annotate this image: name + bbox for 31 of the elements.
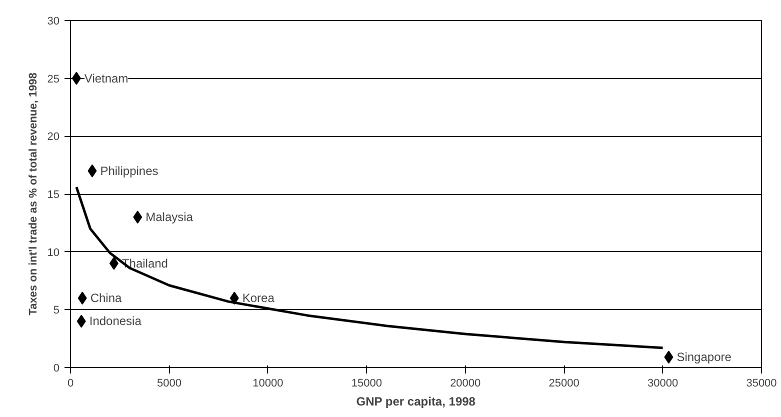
point bbox=[78, 292, 87, 305]
y-tick-label: 25 bbox=[47, 73, 60, 86]
y-tick-label: 5 bbox=[53, 304, 60, 317]
annotation: Philippines bbox=[100, 164, 158, 178]
x-tick-label: 5000 bbox=[156, 378, 182, 390]
annotation: Korea bbox=[242, 291, 275, 306]
point bbox=[72, 72, 81, 85]
annotation: Singapore bbox=[676, 350, 732, 364]
y-tick-label: 10 bbox=[47, 246, 60, 259]
x-tick-label: 0 bbox=[67, 378, 74, 390]
annotation: Indonesia bbox=[89, 314, 142, 328]
point bbox=[76, 314, 86, 328]
annotation: Vietnam bbox=[84, 71, 128, 86]
point bbox=[88, 164, 97, 178]
x-tick-label: 25000 bbox=[548, 378, 580, 390]
point bbox=[133, 210, 142, 224]
annotation: China bbox=[90, 291, 122, 306]
point bbox=[109, 256, 118, 270]
y-tick-label: 20 bbox=[47, 131, 60, 144]
x-tick-label: 30000 bbox=[647, 378, 678, 390]
x-tick-label: 20000 bbox=[450, 378, 481, 390]
point bbox=[664, 350, 674, 364]
y-tick-label: 0 bbox=[53, 362, 60, 374]
y-axis-title: Taxes on int'l trade as % of total revenue, 1998 bbox=[27, 72, 40, 316]
y-tick-label: 15 bbox=[47, 189, 60, 201]
x-tick-label: 15000 bbox=[351, 378, 382, 390]
x-tick-label: 35000 bbox=[746, 378, 777, 390]
annotation: Malaysia bbox=[146, 210, 194, 224]
x-axis-title: GNP per capita, 1998 bbox=[356, 394, 476, 408]
y-tick-label: 30 bbox=[47, 16, 60, 28]
x-tick-label: 10000 bbox=[252, 378, 284, 390]
